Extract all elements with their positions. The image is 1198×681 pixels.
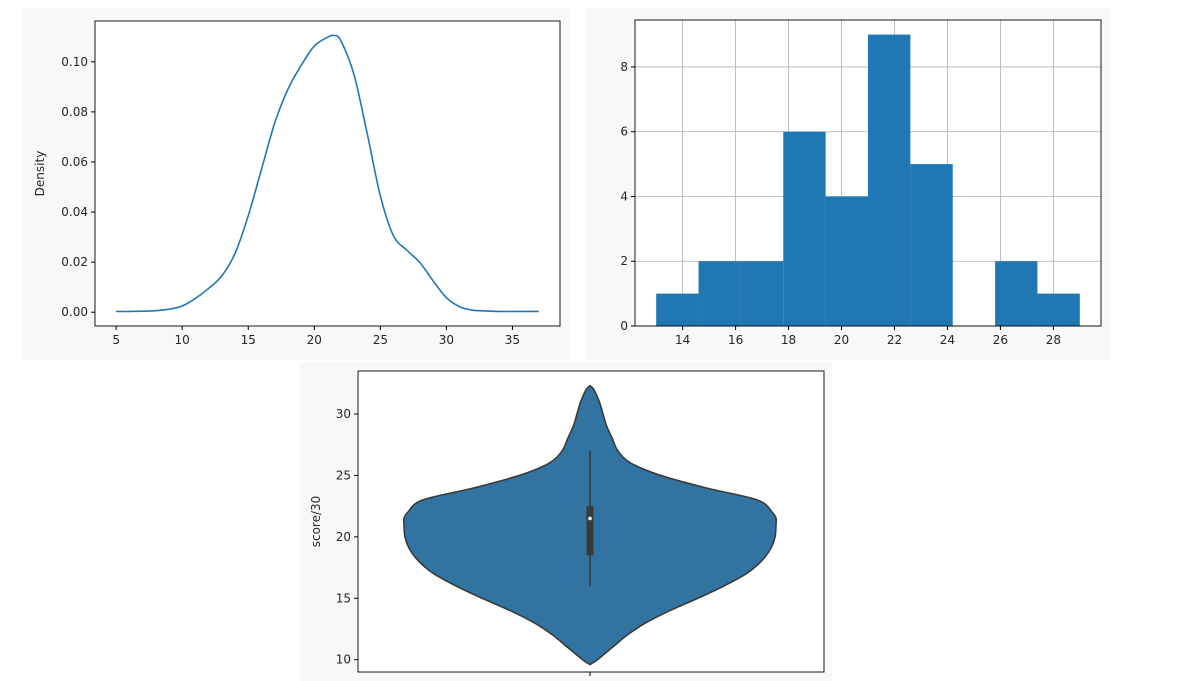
- kde-plot-svg: 5 10 15 20 25 30 35 0.00 0.02 0.04 0.06 0.08 0.10 Den…: [33, 20, 561, 347]
- violin-median-marker: [588, 516, 592, 521]
- y-tick-label: 6: [620, 125, 628, 139]
- y-tick-label: 0.10: [61, 55, 88, 69]
- x-tick-label: 35: [505, 333, 520, 347]
- y-tick-label: 0.04: [61, 205, 88, 219]
- x-tick-label: 28: [1046, 333, 1061, 347]
- histogram-chart: 14 16 18 20 22 24 26 28 0 2 4 6 8: [586, 8, 1110, 360]
- histogram-bar: [1037, 293, 1080, 326]
- histogram-bar: [825, 196, 868, 326]
- plot-frame: [94, 20, 561, 327]
- histogram-bar: [656, 293, 699, 326]
- y-axis-label: Density: [33, 151, 47, 197]
- x-tick-label: 30: [439, 333, 454, 347]
- x-tick-label: 26: [993, 333, 1008, 347]
- x-tick-label: 20: [834, 333, 849, 347]
- histogram-bar: [995, 261, 1038, 326]
- x-tick-label: 18: [781, 333, 796, 347]
- violin-iqr-box: [586, 506, 594, 556]
- plot-frame: [634, 19, 1102, 327]
- y-tick-label: 10: [336, 653, 351, 667]
- y-tick-label: 15: [336, 591, 351, 605]
- violin-plot-svg: 10 15 20 25 30 score/30: [309, 370, 825, 676]
- histogram-bar: [783, 131, 826, 326]
- x-tick-label: 15: [241, 333, 256, 347]
- y-tick-label: 0.00: [61, 305, 88, 319]
- y-tick-label: 30: [336, 407, 351, 421]
- x-tick-label: 16: [728, 333, 743, 347]
- y-tick-label: 20: [336, 530, 351, 544]
- y-tick-label: 2: [620, 254, 628, 268]
- x-tick-label: 10: [175, 333, 190, 347]
- y-tick-label: 0.06: [61, 155, 88, 169]
- histogram-bar: [740, 261, 784, 326]
- y-axis-label: score/30: [309, 496, 323, 548]
- x-tick-label: 20: [307, 333, 322, 347]
- histogram-bar: [698, 261, 741, 326]
- kde-density-chart: 5 10 15 20 25 30 35 0.00 0.02 0.04 0.06 0.08 0.10 Den…: [22, 8, 570, 360]
- histogram-bar: [868, 34, 911, 327]
- x-tick-label: 24: [940, 333, 955, 347]
- violin-chart: 10 15 20 25 30 score/30: [300, 362, 832, 681]
- y-tick-label: 0: [620, 319, 628, 333]
- histogram-bar: [910, 164, 953, 326]
- plot-area-background: [95, 21, 560, 326]
- density-curve: [116, 34, 539, 313]
- x-tick-label: 25: [373, 333, 388, 347]
- x-tick-label: 22: [887, 333, 902, 347]
- y-tick-label: 0.08: [61, 105, 88, 119]
- x-tick-label: 5: [112, 333, 120, 347]
- y-tick-label: 8: [620, 60, 628, 74]
- plot-frame: [357, 370, 825, 673]
- y-tick-label: 25: [336, 468, 351, 482]
- y-tick-label: 4: [620, 189, 628, 203]
- x-tick-label: 14: [675, 333, 690, 347]
- y-tick-label: 0.02: [61, 255, 88, 269]
